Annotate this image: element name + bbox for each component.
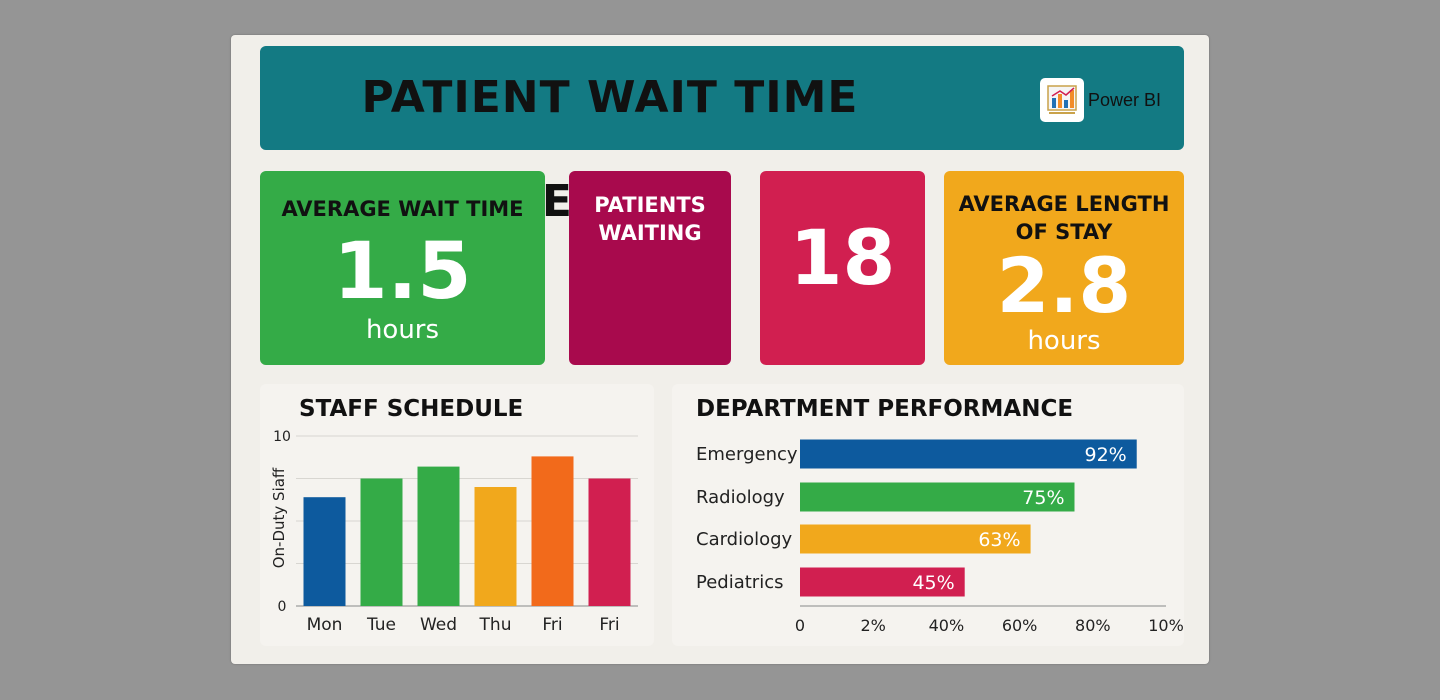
bar [800, 439, 1137, 469]
bar [417, 466, 460, 606]
data-label: 45% [912, 572, 954, 594]
kpi-average-length-of-stay[interactable]: AVERAGE LENGTH OF STAY 2.8 hours [944, 171, 1184, 365]
bar [800, 482, 1075, 512]
kpi-value: 2.8 [996, 241, 1132, 330]
kpi-patients-count[interactable]: 18 [760, 171, 925, 365]
data-label: 63% [978, 529, 1020, 551]
page-title: PATIENT WAIT TIME METRICS [361, 72, 859, 227]
staff-schedule-chart: 10 0 On-Duty Siaff Mon Tue Wed Thu Fri Fri [270, 429, 638, 635]
x-tick-label: Wed [420, 615, 457, 635]
x-tick-label: Fri [542, 615, 562, 635]
x-tick-label: Thu [479, 615, 512, 635]
y-axis-title: On-Duty Siaff [270, 467, 288, 568]
power-bi-label: Power BI [1088, 90, 1162, 110]
data-label: 92% [1084, 444, 1126, 466]
x-tick-label: 80% [1075, 616, 1111, 635]
category-label: Pediatrics [696, 572, 783, 593]
staff-schedule-panel: STAFF SCHEDULE 10 0 On-Duty Siaff Mon Tue Wed… [260, 384, 654, 646]
kpi-unit: hours [365, 315, 440, 345]
header-banner: PATIENT WAIT TIME METRICS Power BI [260, 46, 1184, 227]
panel-title: STAFF SCHEDULE [299, 396, 524, 422]
department-performance-panel: DEPARTMENT PERFORMANCE Emergency 92% Radio… [672, 384, 1184, 646]
kpi-value: 18 [789, 213, 896, 302]
kpi-label: PATIENTS WAITING [569, 191, 731, 247]
bar-chart-logo-icon [1047, 85, 1077, 114]
x-tick-label: 40% [929, 616, 965, 635]
y-tick-label: 0 [278, 599, 287, 615]
bar [360, 478, 403, 606]
kpi-average-wait-time[interactable]: AVERAGE WAIT TIME 1.5 hours [260, 171, 545, 365]
x-tick-label: 0 [795, 616, 805, 635]
kpi-label-line: PATIENTS [594, 193, 706, 217]
data-label: 75% [1022, 487, 1064, 509]
kpi-patients-waiting[interactable]: PATIENTS WAITING [569, 171, 731, 365]
x-tick-label: Tue [366, 615, 396, 635]
x-tick-label: 10% [1148, 616, 1184, 635]
kpi-label-line: AVERAGE LENGTH [958, 192, 1170, 216]
bar [588, 478, 631, 606]
department-performance-chart: Emergency 92% Radiology 75% Cardiology 63% Ped… [696, 439, 1184, 635]
bar [531, 456, 574, 606]
bar [474, 487, 517, 606]
kpi-value: 1.5 [333, 227, 472, 317]
kpi-label-line: OF STAY [1015, 220, 1113, 244]
kpi-label: AVERAGE WAIT TIME [281, 197, 524, 221]
kpi-label-line: WAITING [598, 221, 702, 245]
bar [303, 497, 346, 606]
x-tick-label: Mon [307, 615, 343, 635]
bar [800, 567, 965, 597]
x-tick-label: 60% [1002, 616, 1038, 635]
kpi-label: AVERAGE LENGTH OF STAY [944, 190, 1184, 246]
category-label: Cardiology [696, 529, 793, 550]
kpi-unit: hours [1027, 326, 1101, 356]
x-tick-label: Fri [599, 615, 619, 635]
panel-title: DEPARTMENT PERFORMANCE [696, 396, 1074, 422]
power-bi-logo[interactable] [1040, 78, 1084, 122]
y-tick-label: 10 [273, 429, 291, 445]
category-label: Radiology [696, 487, 785, 508]
bar [800, 524, 1031, 554]
category-label: Emergency [696, 444, 798, 465]
x-tick-label: 2% [861, 616, 886, 635]
